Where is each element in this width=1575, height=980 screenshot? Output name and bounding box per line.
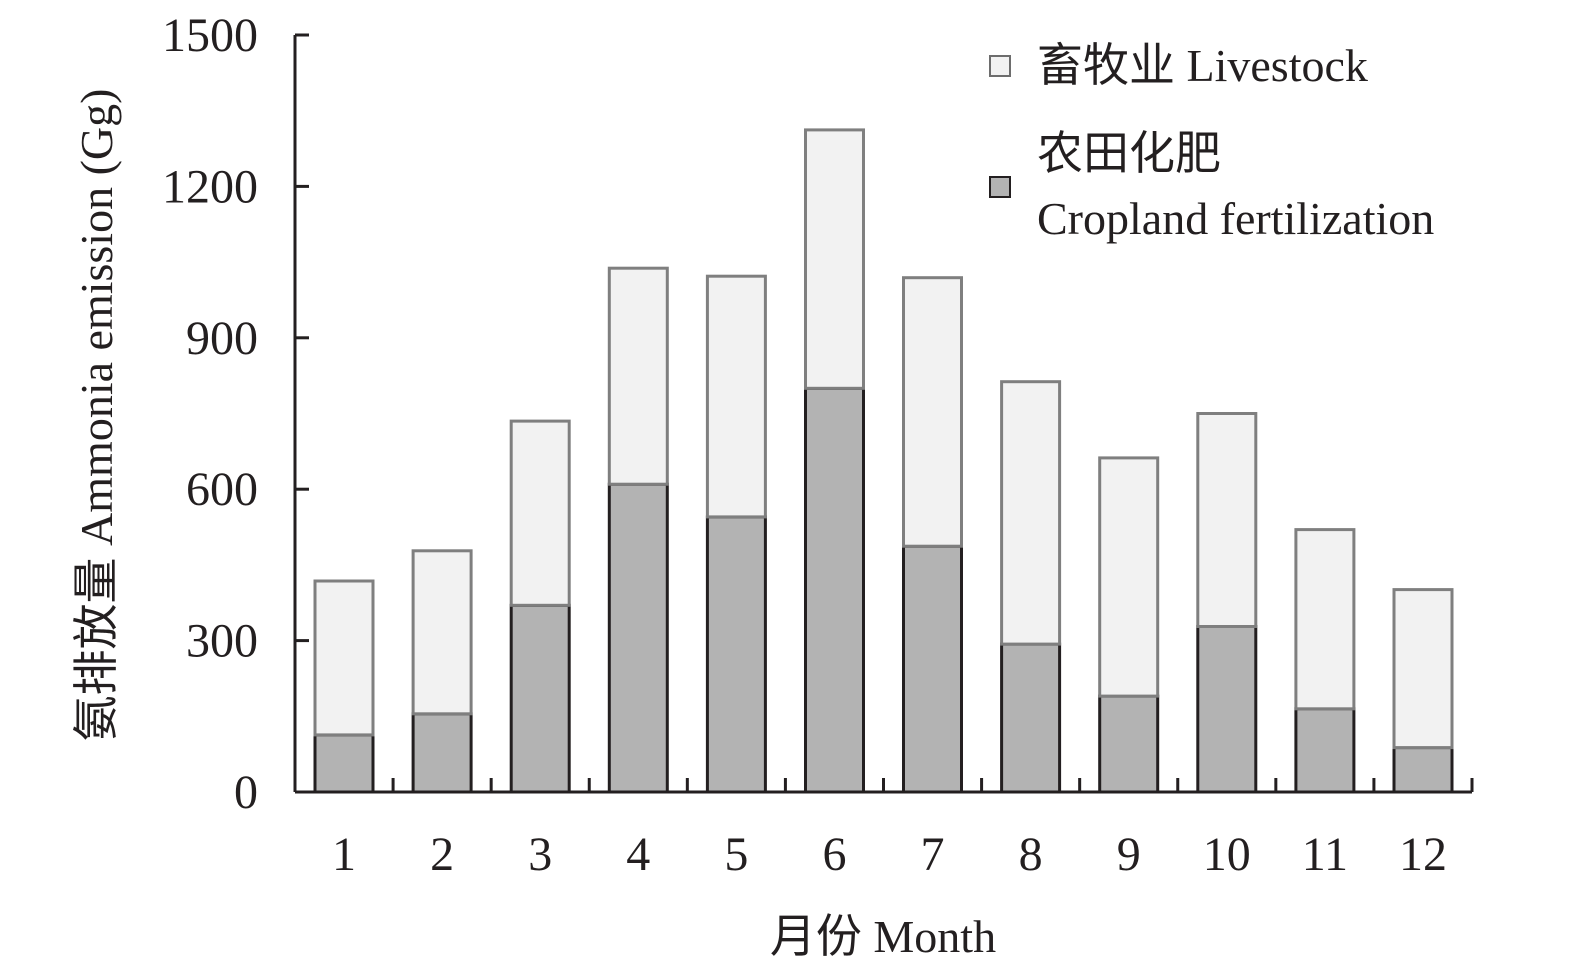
legend-label-cropland-cn: 农田化肥: [1037, 128, 1221, 179]
bar-cropland-8: [1000, 642, 1062, 794]
bar-livestock-11: [1294, 528, 1356, 711]
bar-livestock-7: [902, 276, 963, 548]
bar-cropland-2: [411, 712, 473, 794]
bar-livestock-12: [1392, 588, 1454, 750]
bar-cropland-4: [607, 482, 669, 794]
x-tick-label: 11: [1302, 828, 1348, 881]
x-tick-label: 9: [1117, 828, 1141, 881]
bar-livestock-2: [411, 549, 473, 716]
y-axis-title: 氨排放量 Ammonia emission (Gg): [71, 89, 122, 742]
bar-livestock-10: [1196, 412, 1258, 628]
legend-swatch-cropland: [989, 176, 1011, 198]
legend-swatch-livestock: [989, 55, 1011, 77]
x-ticks-layer: 1 2 3 4 5 6 7 8 9 10 11 12: [293, 778, 1474, 881]
bar-cropland-10: [1196, 625, 1258, 794]
y-tick-label: 300: [186, 615, 258, 668]
bar-cropland-3: [509, 603, 571, 794]
legend: 畜牧业 Livestock 农田化肥 Cropland fertilizatio…: [989, 40, 1434, 244]
bar-livestock-5: [705, 274, 767, 519]
y-tick-label: 1200: [162, 160, 258, 213]
x-tick-label: 6: [822, 828, 846, 881]
x-tick-label: 5: [724, 828, 748, 881]
y-tick-label: 0: [234, 766, 258, 819]
x-tick-label: 12: [1399, 828, 1447, 881]
bar-cropland-1: [313, 733, 375, 794]
x-axis-title: 月份 Month: [770, 911, 996, 962]
x-tick-label: 10: [1203, 828, 1251, 881]
bar-livestock-3: [509, 419, 571, 607]
legend-label-cropland-en: Cropland fertilization: [1037, 193, 1434, 244]
bar-livestock-4: [607, 266, 669, 486]
x-tick-label: 2: [430, 828, 454, 881]
x-tick-label: 3: [528, 828, 552, 881]
y-ticks-layer: 0 300 600 900 1200 1500: [162, 9, 309, 819]
bar-livestock-8: [1000, 380, 1062, 646]
bar-cropland-9: [1098, 694, 1160, 794]
bars-layer: [313, 128, 1454, 794]
bar-cropland-6: [804, 386, 865, 794]
bar-cropland-11: [1294, 707, 1356, 794]
y-tick-label: 900: [186, 312, 258, 365]
bar-livestock-1: [313, 579, 375, 737]
x-tick-label: 8: [1019, 828, 1043, 881]
legend-label-livestock: 畜牧业 Livestock: [1037, 40, 1368, 91]
bar-livestock-9: [1098, 456, 1160, 698]
bar-cropland-7: [902, 544, 963, 794]
x-tick-label: 4: [626, 828, 650, 881]
bar-cropland-5: [705, 515, 767, 794]
x-tick-label: 7: [921, 828, 945, 881]
x-tick-label: 1: [332, 828, 356, 881]
bar-cropland-12: [1392, 746, 1454, 794]
y-tick-label: 600: [186, 463, 258, 516]
bar-livestock-6: [804, 128, 865, 390]
y-tick-label: 1500: [162, 9, 258, 62]
